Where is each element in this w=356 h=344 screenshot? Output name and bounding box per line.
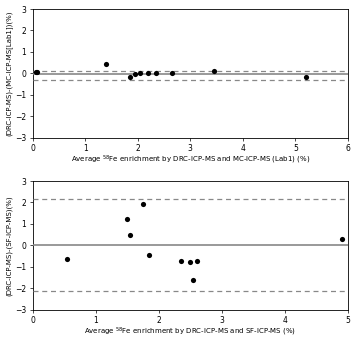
Point	[145, 70, 151, 76]
Y-axis label: (DRC-ICP-MS)-(SF-ICP-MS)(%): (DRC-ICP-MS)-(SF-ICP-MS)(%)	[6, 195, 12, 295]
Point	[146, 252, 152, 258]
Point	[137, 70, 143, 76]
X-axis label: Average $^{58}$Fe enrichment by DRC-ICP-MS and SF-ICP-MS (%): Average $^{58}$Fe enrichment by DRC-ICP-…	[84, 326, 296, 338]
Point	[127, 232, 133, 237]
Point	[190, 277, 196, 282]
Point	[303, 74, 309, 80]
Y-axis label: (DRC-ICP-MS)-(MC-ICP-MS[Lab1])(%): (DRC-ICP-MS)-(MC-ICP-MS[Lab1])(%)	[6, 11, 12, 136]
Point	[103, 62, 109, 67]
Point	[194, 259, 199, 264]
Point	[153, 71, 159, 76]
Point	[140, 201, 146, 206]
Point	[127, 74, 133, 80]
X-axis label: Average $^{58}$Fe enrichment by DRC-ICP-MS and MC-ICP-MS (Lab1) (%): Average $^{58}$Fe enrichment by DRC-ICP-…	[70, 154, 310, 166]
Point	[339, 236, 345, 241]
Point	[35, 69, 40, 75]
Point	[33, 69, 39, 75]
Point	[169, 70, 175, 76]
Point	[64, 256, 70, 262]
Point	[178, 259, 184, 264]
Point	[188, 260, 193, 265]
Point	[132, 72, 138, 77]
Point	[211, 68, 217, 74]
Point	[124, 216, 130, 221]
